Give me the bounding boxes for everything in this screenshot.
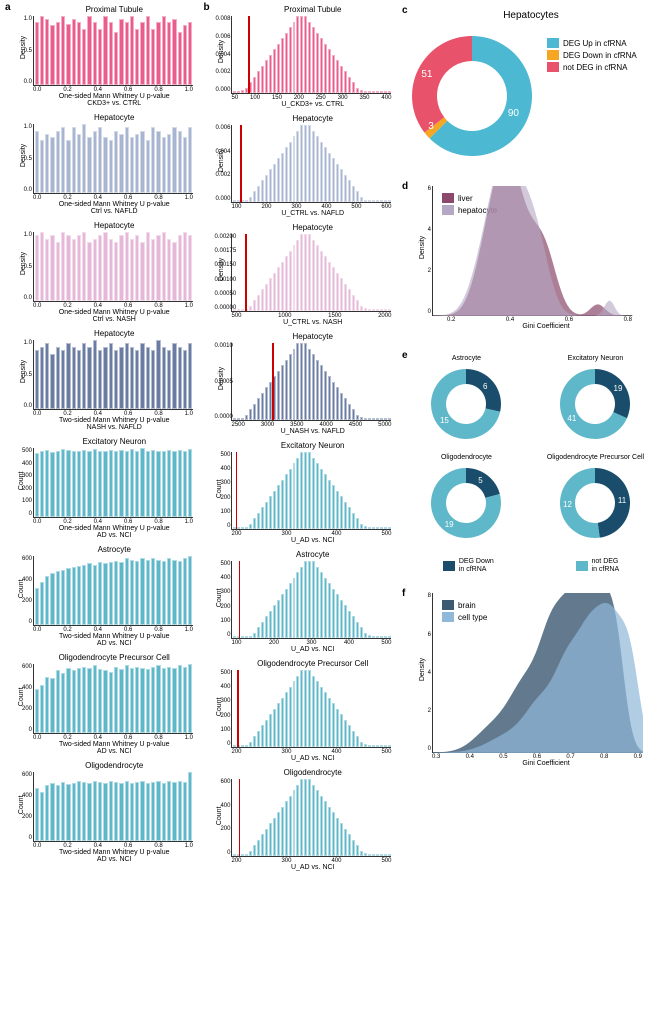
chart-title: Proximal Tubule bbox=[33, 5, 195, 14]
hepatocytes-title: Hepatocytes bbox=[402, 10, 660, 21]
hepatocytes-donut: 90351 bbox=[402, 26, 542, 166]
chart-title: Proximal Tubule bbox=[231, 5, 393, 14]
panel-e-label: e bbox=[402, 350, 408, 361]
chart-title: Hepatocyte bbox=[231, 332, 393, 341]
panel-b-label: b bbox=[203, 2, 209, 13]
panel-c-legend: DEG Up in cfRNADEG Down in cfRNAnot DEG … bbox=[547, 36, 637, 166]
chart-title: Oligodendrocyte bbox=[33, 761, 195, 770]
chart-title: Astrocyte bbox=[231, 550, 393, 559]
density-plot-d: 6420 Density 0.20.40.60.8 Gini Coefficie… bbox=[432, 186, 660, 330]
chart-title: Excitatory Neuron bbox=[33, 437, 195, 446]
column-c: c Hepatocytes 90351 DEG Up in cfRNADEG D… bbox=[402, 5, 660, 877]
chart-title: Excitatory Neuron bbox=[231, 441, 393, 450]
panel-e-legend: DEG Down in cfRNAnot DEG in cfRNA bbox=[402, 558, 660, 573]
chart-title: Oligodendrocyte Precursor Cell bbox=[33, 653, 195, 662]
panel-a-label: a bbox=[5, 2, 11, 13]
chart-title: Hepatocyte bbox=[231, 114, 393, 123]
column-b: b Proximal Tubule 0.0080.0060.0040.0020.… bbox=[203, 5, 401, 877]
chart-title: Hepatocyte bbox=[231, 223, 393, 232]
chart-title: Oligodendrocyte bbox=[231, 768, 393, 777]
panel-d-label: d bbox=[402, 181, 408, 192]
chart-title: Oligodendrocyte Precursor Cell bbox=[231, 659, 393, 668]
chart-title: Hepatocyte bbox=[33, 221, 195, 230]
panel-c-label: c bbox=[402, 5, 408, 16]
chart-title: Astrocyte bbox=[33, 545, 195, 554]
column-a: a Proximal Tubule 1.00.50.0 Density 0.00… bbox=[5, 5, 203, 877]
chart-title: Hepatocyte bbox=[33, 329, 195, 338]
small-donuts: Astrocyte615Excitatory Neuron1941Oligode… bbox=[402, 355, 660, 553]
chart-title: Hepatocyte bbox=[33, 113, 195, 122]
density-plot-f: 86420 Density 0.30.40.50.60.70.80.9 Gini… bbox=[432, 593, 660, 767]
panel-f-label: f bbox=[402, 588, 405, 599]
